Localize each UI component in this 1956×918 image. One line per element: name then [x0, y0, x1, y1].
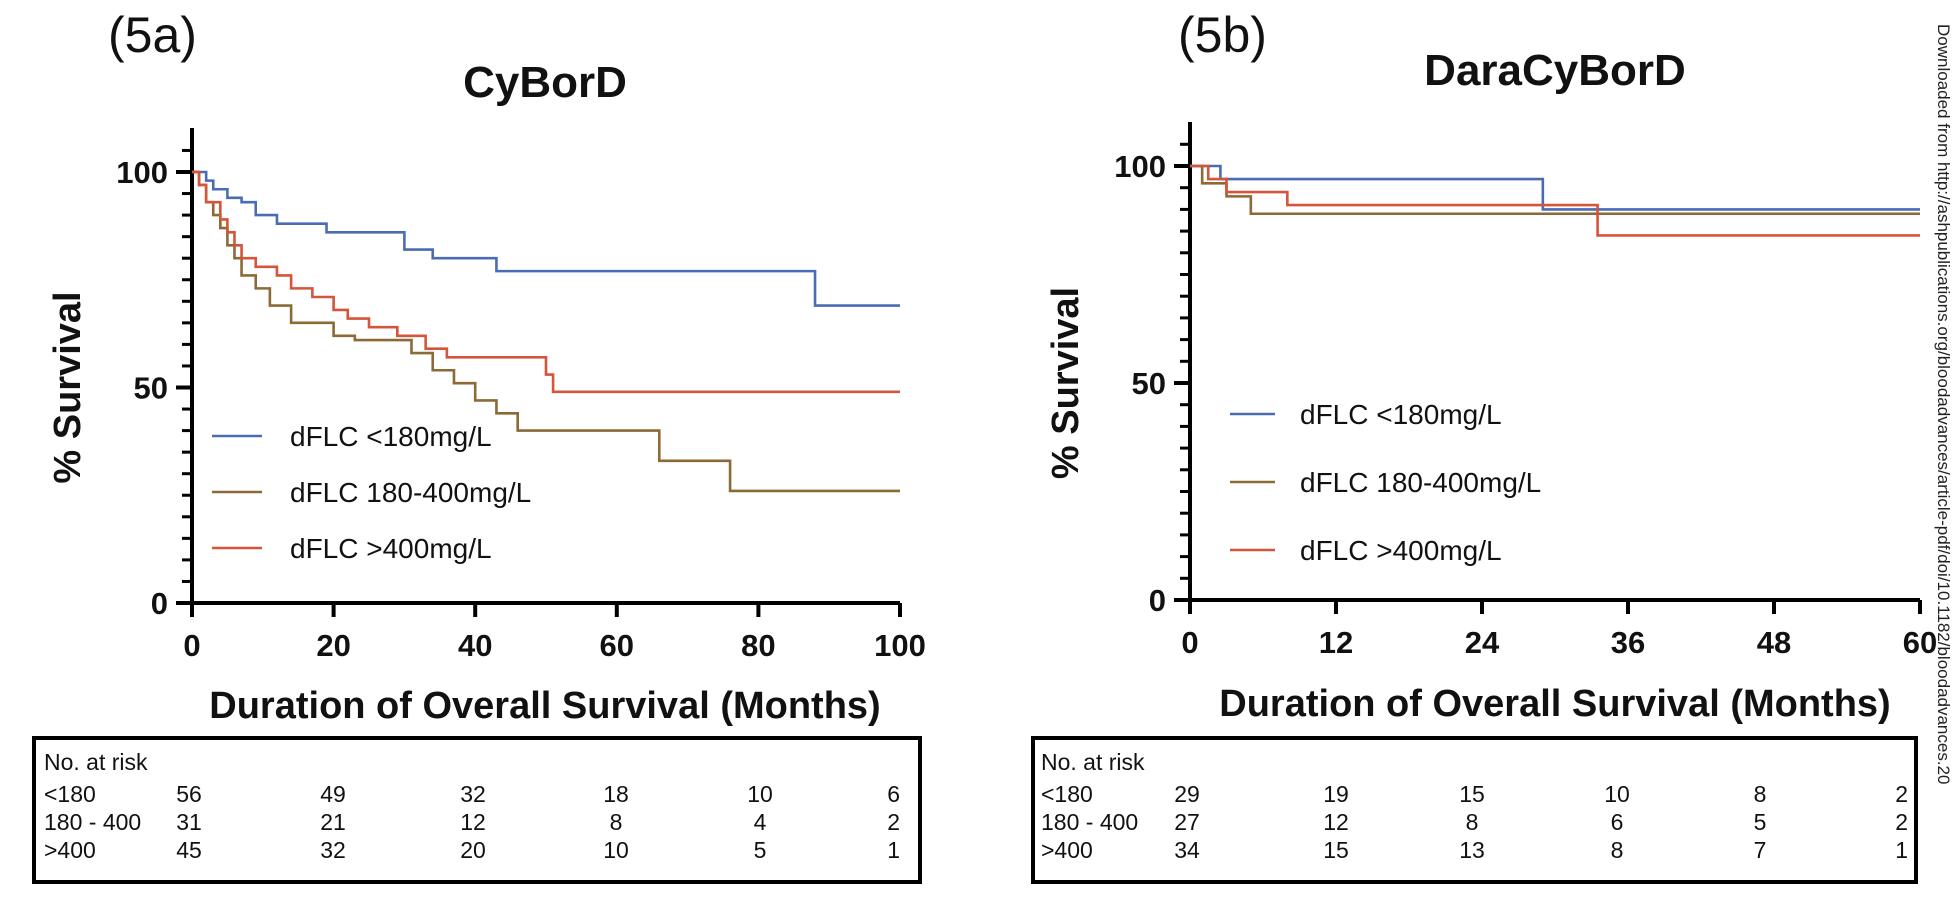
- risk-cell: 20: [460, 837, 486, 863]
- survival-curve-1: [1190, 164, 1920, 216]
- x-tick-label: 0: [1181, 625, 1198, 660]
- risk-cell: 18: [603, 781, 629, 807]
- x-tick-label: 12: [1319, 625, 1353, 660]
- risk-cell: 13: [1459, 837, 1485, 863]
- download-watermark-text: Downloaded from http://ashpublications.o…: [1934, 24, 1953, 784]
- legend-label-1: dFLC 180-400mg/L: [1300, 467, 1541, 498]
- risk-cell: 6: [1611, 809, 1624, 835]
- risk-cell: 21: [320, 809, 346, 835]
- y-axis-label: % Survival: [1045, 287, 1087, 479]
- risk-cell: 2: [887, 809, 900, 835]
- x-axis-label: Duration of Overall Survival (Months): [209, 685, 880, 727]
- survival-curve-0: [1190, 164, 1920, 211]
- risk-cell: 31: [176, 809, 202, 835]
- survival-curve-2: [1190, 164, 1920, 237]
- risk-cell: 1: [1895, 837, 1908, 863]
- y-tick-label: 0: [151, 586, 168, 621]
- risk-cell: 8: [610, 809, 623, 835]
- risk-cell: 29: [1174, 781, 1200, 807]
- x-tick-label: 24: [1465, 625, 1500, 660]
- risk-cell: 2: [1895, 781, 1908, 807]
- risk-cell: 7: [1754, 837, 1767, 863]
- risk-cell: 6: [887, 781, 900, 807]
- risk-cell: 8: [1754, 781, 1767, 807]
- y-tick-label: 100: [116, 155, 168, 190]
- legend-label-0: dFLC <180mg/L: [290, 421, 492, 452]
- chart-title: CyBorD: [463, 58, 627, 107]
- risk-row-label: <180: [1041, 781, 1093, 807]
- panel-5a: (5a) CyBorD 0 50 100 0 20 40 60 80 100 % Survival Du…: [32, 7, 926, 884]
- x-tick-label: 20: [316, 628, 350, 663]
- risk-cell: 45: [176, 837, 202, 863]
- survival-curve-2: [192, 170, 900, 394]
- risk-cell: 34: [1174, 837, 1200, 863]
- risk-cell: 32: [460, 781, 486, 807]
- x-tick-label: 36: [1611, 625, 1645, 660]
- risk-cell: 10: [1604, 781, 1630, 807]
- legend-label-0: dFLC <180mg/L: [1300, 399, 1502, 430]
- x-tick-label: 80: [741, 628, 775, 663]
- risk-cell: 49: [320, 781, 346, 807]
- x-tick-label: 60: [1903, 625, 1937, 660]
- legend-label-1: dFLC 180-400mg/L: [290, 477, 531, 508]
- y-tick-label: 50: [134, 371, 168, 406]
- risk-cell: 19: [1323, 781, 1349, 807]
- x-axis-label: Duration of Overall Survival (Months): [1219, 683, 1890, 725]
- risk-cell: 15: [1323, 837, 1349, 863]
- risk-cell: 4: [754, 809, 767, 835]
- risk-cell: 10: [603, 837, 629, 863]
- legend-label-2: dFLC >400mg/L: [290, 533, 492, 564]
- risk-row-label: >400: [1041, 837, 1093, 863]
- risk-row-label: <180: [44, 781, 96, 807]
- y-tick-label: 100: [1114, 149, 1166, 184]
- survival-curve-0: [192, 170, 900, 307]
- risk-cell: 5: [1754, 809, 1767, 835]
- risk-cell: 12: [1323, 809, 1349, 835]
- risk-cell: 1: [887, 837, 900, 863]
- risk-table-header: No. at risk: [44, 749, 148, 775]
- x-tick-label: 40: [458, 628, 492, 663]
- legend-label-2: dFLC >400mg/L: [1300, 535, 1502, 566]
- risk-cell: 2: [1895, 809, 1908, 835]
- risk-table-header: No. at risk: [1041, 749, 1145, 775]
- risk-row-label: 180 - 400: [1041, 809, 1138, 835]
- x-tick-label: 0: [183, 628, 200, 663]
- y-axis-label: % Survival: [47, 291, 89, 483]
- risk-cell: 5: [754, 837, 767, 863]
- y-tick-label: 0: [1149, 583, 1166, 618]
- risk-cell: 10: [747, 781, 773, 807]
- risk-table-box: [32, 736, 922, 884]
- risk-cell: 56: [176, 781, 202, 807]
- x-tick-label: 60: [600, 628, 634, 663]
- risk-row-label: >400: [44, 837, 96, 863]
- risk-cell: 8: [1466, 809, 1479, 835]
- risk-cell: 32: [320, 837, 346, 863]
- risk-cell: 27: [1174, 809, 1200, 835]
- chart-title: DaraCyBorD: [1424, 46, 1686, 95]
- x-tick-label: 48: [1757, 625, 1791, 660]
- panel-label: (5a): [108, 7, 197, 63]
- x-tick-label: 100: [874, 628, 926, 663]
- risk-table-box: [1031, 736, 1918, 884]
- y-tick-label: 50: [1132, 366, 1166, 401]
- risk-cell: 15: [1459, 781, 1485, 807]
- risk-row-label: 180 - 400: [44, 809, 141, 835]
- risk-cell: 8: [1611, 837, 1624, 863]
- risk-cell: 12: [460, 809, 486, 835]
- panel-label: (5b): [1178, 7, 1267, 63]
